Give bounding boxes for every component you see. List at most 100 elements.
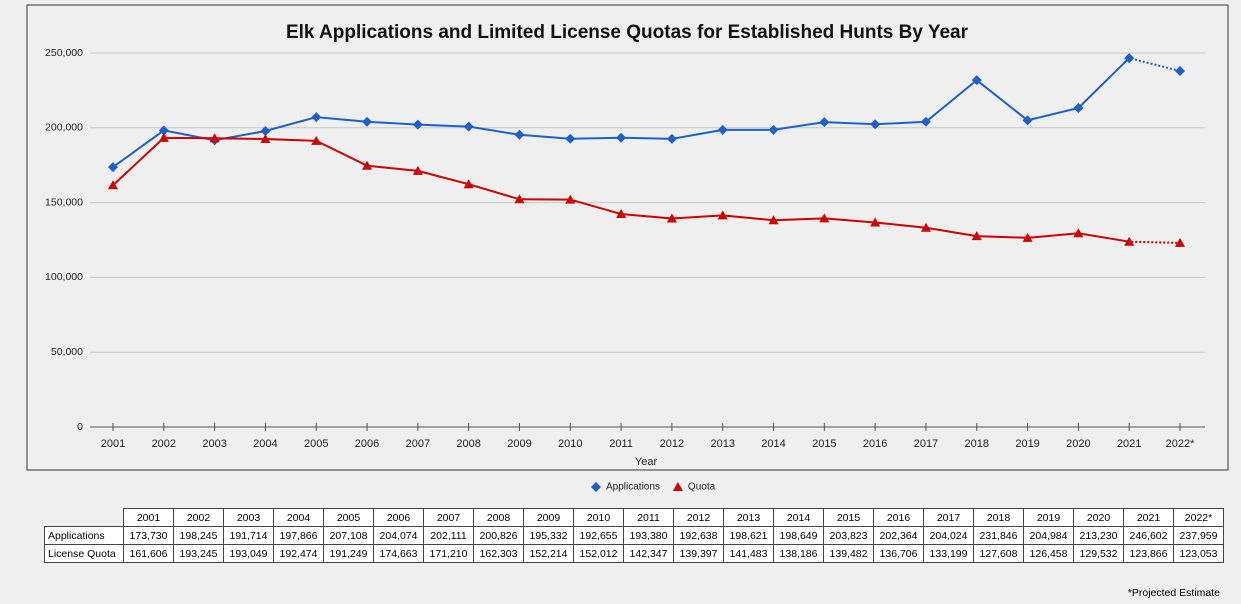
header-cell: 2006 [373, 508, 424, 527]
header-cell: 2012 [673, 508, 724, 527]
point-marker [666, 213, 677, 223]
table-cell: 192,655 [573, 526, 624, 545]
table-cell: 139,397 [673, 544, 724, 563]
table-cell: 174,663 [373, 544, 424, 563]
table-cell: 200,826 [473, 526, 524, 545]
table-cell: 192,474 [273, 544, 324, 563]
point-marker [565, 194, 576, 204]
header-cell: 2013 [723, 508, 774, 527]
row-label: Applications [44, 526, 124, 545]
table-cell: 139,482 [823, 544, 874, 563]
corner-cell [45, 509, 124, 527]
point-marker [666, 133, 677, 144]
point-marker [108, 162, 118, 173]
point-marker [158, 125, 169, 136]
table-cell: 162,303 [473, 544, 524, 563]
table-cell: 142,347 [623, 544, 674, 563]
header-cell: 2009 [523, 508, 574, 527]
x-tick-label: 2002 [152, 438, 176, 450]
table-cell: 197,866 [273, 526, 324, 545]
point-marker [1022, 232, 1033, 242]
table-cell: 192,638 [673, 526, 724, 545]
table-cell: 127,608 [973, 544, 1024, 563]
point-marker [616, 132, 627, 143]
point-marker [717, 124, 728, 135]
point-marker [819, 213, 830, 223]
point-marker [311, 112, 322, 123]
table-cell: 246,602 [1123, 526, 1174, 545]
header-cell: 2008 [473, 508, 524, 527]
point-marker [260, 134, 271, 144]
table-cell: 195,332 [523, 526, 574, 545]
series-line [112, 136, 1181, 244]
table-cell: 198,245 [173, 526, 224, 545]
point-marker [870, 217, 881, 227]
table-row: License Quota 161,606 193,245 193,049 192,47… [44, 544, 1224, 563]
x-tick-label: 2006 [355, 438, 379, 450]
table-cell: 152,214 [523, 544, 574, 563]
header-row: 2001 2002 2003 2004 2005 2006 2007 2008 2009 2010… [45, 508, 1224, 527]
header-cell: 2018 [973, 508, 1024, 527]
table-cell: 204,024 [923, 526, 974, 545]
point-marker [768, 124, 779, 135]
point-marker [768, 215, 779, 225]
table-cell: 191,249 [323, 544, 374, 563]
row-label: License Quota [44, 544, 124, 563]
point-marker [672, 482, 683, 491]
x-tick-label: 2007 [406, 438, 430, 450]
header-cell: 2007 [423, 508, 474, 527]
table-cell: 136,706 [873, 544, 924, 563]
header-cell: 2004 [273, 508, 324, 527]
table-cell: 198,621 [723, 526, 774, 545]
point-marker [565, 133, 576, 144]
header-cell: 2017 [923, 508, 974, 527]
table-cell: 213,230 [1073, 526, 1124, 545]
x-tick-label: 2005 [304, 438, 328, 450]
table-cell: 193,380 [623, 526, 674, 545]
header-cell: 2019 [1023, 508, 1074, 527]
table-cell: 193,049 [223, 544, 274, 563]
header-cell: 2015 [823, 508, 874, 527]
header-cell: 2005 [323, 508, 374, 527]
x-tick-label: 2013 [710, 438, 734, 450]
x-tick-label: 2012 [660, 438, 684, 450]
x-tick-label: 2014 [761, 438, 785, 450]
x-tick-label: 2020 [1066, 438, 1090, 450]
header-cell: 2010 [573, 508, 624, 527]
point-marker [1175, 237, 1185, 247]
x-tick-label: 2010 [558, 438, 582, 450]
table-cell: 202,364 [873, 526, 924, 545]
table-cell: 141,483 [723, 544, 774, 563]
point-marker [1022, 115, 1033, 126]
table-cell: 198,649 [773, 526, 824, 545]
header-cell: 2020 [1073, 508, 1124, 527]
point-marker [311, 135, 322, 145]
point-marker [971, 75, 982, 86]
y-tick-label: 250,000 [45, 47, 83, 59]
table-cell: 204,074 [373, 526, 424, 545]
y-tick-label: 200,000 [45, 122, 83, 134]
table-cell: 138,186 [773, 544, 824, 563]
table-cell: 237,959 [1173, 526, 1224, 545]
point-marker [1124, 236, 1135, 246]
table-cell: 129,532 [1073, 544, 1124, 563]
x-tick-label: 2003 [202, 438, 226, 450]
header-cell: 2014 [773, 508, 824, 527]
y-tick-label: 50,000 [51, 346, 83, 358]
x-tick-label: 2019 [1015, 438, 1039, 450]
table-cell: 203,823 [823, 526, 874, 545]
y-tick-label: 0 [77, 421, 83, 433]
x-tick-label: 2001 [101, 438, 125, 450]
point-marker [920, 116, 931, 127]
x-tick-label: 2016 [863, 438, 887, 450]
point-marker [717, 210, 728, 220]
x-tick-label: 2011 [609, 438, 633, 450]
x-axis-label: Year [635, 456, 658, 468]
table-cell: 126,458 [1023, 544, 1074, 563]
y-tick-label: 100,000 [45, 271, 83, 283]
x-tick-label: 2009 [507, 438, 531, 450]
chart-title: Elk Applications and Limited License Quo… [286, 22, 969, 43]
table-row: Applications 173,730 198,245 191,714 197,866… [44, 526, 1224, 545]
point-marker [260, 125, 271, 136]
